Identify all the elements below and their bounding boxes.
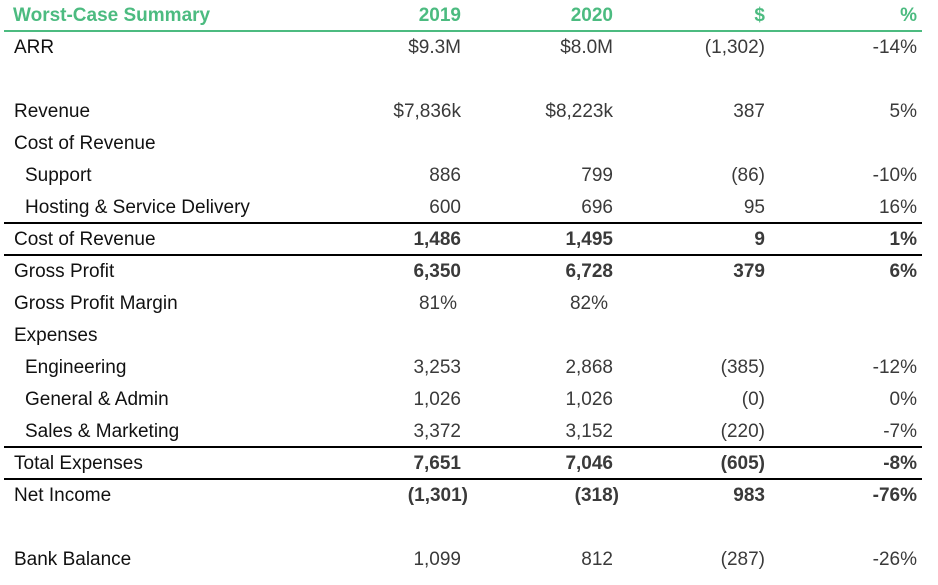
- row-cost-of-revenue-heading: Cost of Revenue: [0, 128, 938, 160]
- section-heading: Cost of Revenue: [14, 133, 156, 154]
- total-divider: [4, 478, 922, 480]
- value-2019: 600: [429, 197, 461, 218]
- subtotal-divider: [4, 446, 922, 448]
- row-support: Support 886 799 (86) -10%: [0, 160, 938, 192]
- value-2020: 799: [581, 165, 613, 186]
- row-net-income: Net Income (1,301) (318) 983 -76%: [0, 480, 938, 512]
- value-2019: 3,253: [413, 357, 461, 378]
- value-dollar-change: (605): [720, 453, 765, 474]
- row-label: Hosting & Service Delivery: [25, 197, 250, 218]
- value-dollar-change: (0): [741, 389, 765, 410]
- value-percent-change: -76%: [872, 485, 917, 506]
- row-cost-of-revenue-total: Cost of Revenue 1,486 1,495 9 1%: [0, 224, 938, 256]
- table-title: Worst-Case Summary: [13, 5, 211, 26]
- value-2020: (318): [574, 485, 619, 506]
- value-percent-change: -8%: [883, 453, 917, 474]
- value-2020: 82%: [569, 293, 609, 314]
- value-dollar-change: 983: [733, 485, 765, 506]
- row-sales-marketing: Sales & Marketing 3,372 3,152 (220) -7%: [0, 416, 938, 448]
- value-percent-change: -12%: [872, 357, 917, 378]
- value-dollar-change: 9: [754, 229, 765, 250]
- subtotal-divider: [4, 222, 922, 224]
- value-2019: 3,372: [413, 421, 461, 442]
- value-2019: 7,651: [413, 453, 461, 474]
- value-dollar-change: (1,302): [704, 37, 765, 58]
- value-2020: 1,026: [565, 389, 613, 410]
- row-expenses-heading: Expenses: [0, 320, 938, 352]
- value-2020: 1,495: [565, 229, 613, 250]
- value-2020: $8.0M: [560, 37, 613, 58]
- column-header-2020: 2020: [570, 5, 613, 26]
- row-label: ARR: [14, 37, 55, 58]
- row-label: Engineering: [25, 357, 127, 378]
- value-2020: 7,046: [565, 453, 613, 474]
- row-gross-profit-margin: Gross Profit Margin 81% 82%: [0, 288, 938, 320]
- value-2019: 1,099: [413, 549, 461, 570]
- value-dollar-change: (86): [731, 165, 765, 186]
- row-label: Bank Balance: [14, 549, 132, 570]
- value-percent-change: 5%: [889, 101, 917, 122]
- value-dollar-change: 387: [733, 101, 765, 122]
- value-2019: $7,836k: [393, 101, 461, 122]
- row-label: Cost of Revenue: [14, 229, 156, 250]
- table-header-row: Worst-Case Summary 2019 2020 $ %: [0, 1, 938, 31]
- column-header-2019: 2019: [418, 5, 461, 26]
- row-label: Gross Profit Margin: [14, 293, 178, 314]
- row-revenue: Revenue $7,836k $8,223k 387 5%: [0, 96, 938, 128]
- row-label: Sales & Marketing: [25, 421, 180, 442]
- value-2019: 886: [429, 165, 461, 186]
- value-dollar-change: (385): [720, 357, 765, 378]
- row-label: Revenue: [14, 101, 91, 122]
- value-percent-change: -7%: [883, 421, 917, 442]
- total-divider: [4, 254, 922, 256]
- value-percent-change: -26%: [872, 549, 917, 570]
- value-percent-change: 6%: [889, 261, 917, 282]
- value-2019: 1,026: [413, 389, 461, 410]
- value-2020: 812: [581, 549, 613, 570]
- section-heading: Expenses: [14, 325, 98, 346]
- row-label: Net Income: [14, 485, 112, 506]
- row-gross-profit: Gross Profit 6,350 6,728 379 6%: [0, 256, 938, 288]
- column-header-percent-change: %: [900, 5, 917, 26]
- value-percent-change: 16%: [878, 197, 917, 218]
- value-percent-change: 1%: [889, 229, 917, 250]
- value-2020: 696: [581, 197, 613, 218]
- value-percent-change: -14%: [872, 37, 917, 58]
- value-2020: 2,868: [565, 357, 613, 378]
- row-hosting-service-delivery: Hosting & Service Delivery 600 696 95 16…: [0, 192, 938, 224]
- value-dollar-change: 95: [743, 197, 765, 218]
- row-total-expenses: Total Expenses 7,651 7,046 (605) -8%: [0, 448, 938, 480]
- value-2020: 3,152: [565, 421, 613, 442]
- value-percent-change: -10%: [872, 165, 917, 186]
- value-2020: 6,728: [565, 261, 613, 282]
- row-label: Gross Profit: [14, 261, 115, 282]
- row-engineering: Engineering 3,253 2,868 (385) -12%: [0, 352, 938, 384]
- value-2019: 81%: [418, 293, 458, 314]
- value-2020: $8,223k: [545, 101, 613, 122]
- row-bank-balance: Bank Balance 1,099 812 (287) -26%: [0, 544, 938, 576]
- value-2019: 1,486: [413, 229, 461, 250]
- value-2019: (1,301): [407, 485, 468, 506]
- header-divider: [4, 30, 922, 32]
- value-percent-change: 0%: [889, 389, 917, 410]
- column-header-dollar-change: $: [754, 5, 765, 26]
- row-general-admin: General & Admin 1,026 1,026 (0) 0%: [0, 384, 938, 416]
- value-dollar-change: 379: [733, 261, 765, 282]
- row-label: Support: [25, 165, 92, 186]
- row-label: Total Expenses: [14, 453, 143, 474]
- value-dollar-change: (287): [720, 549, 765, 570]
- row-label: General & Admin: [25, 389, 169, 410]
- value-dollar-change: (220): [720, 421, 765, 442]
- value-2019: 6,350: [413, 261, 461, 282]
- value-2019: $9.3M: [408, 37, 461, 58]
- row-arr: ARR $9.3M $8.0M (1,302) -14%: [0, 32, 938, 64]
